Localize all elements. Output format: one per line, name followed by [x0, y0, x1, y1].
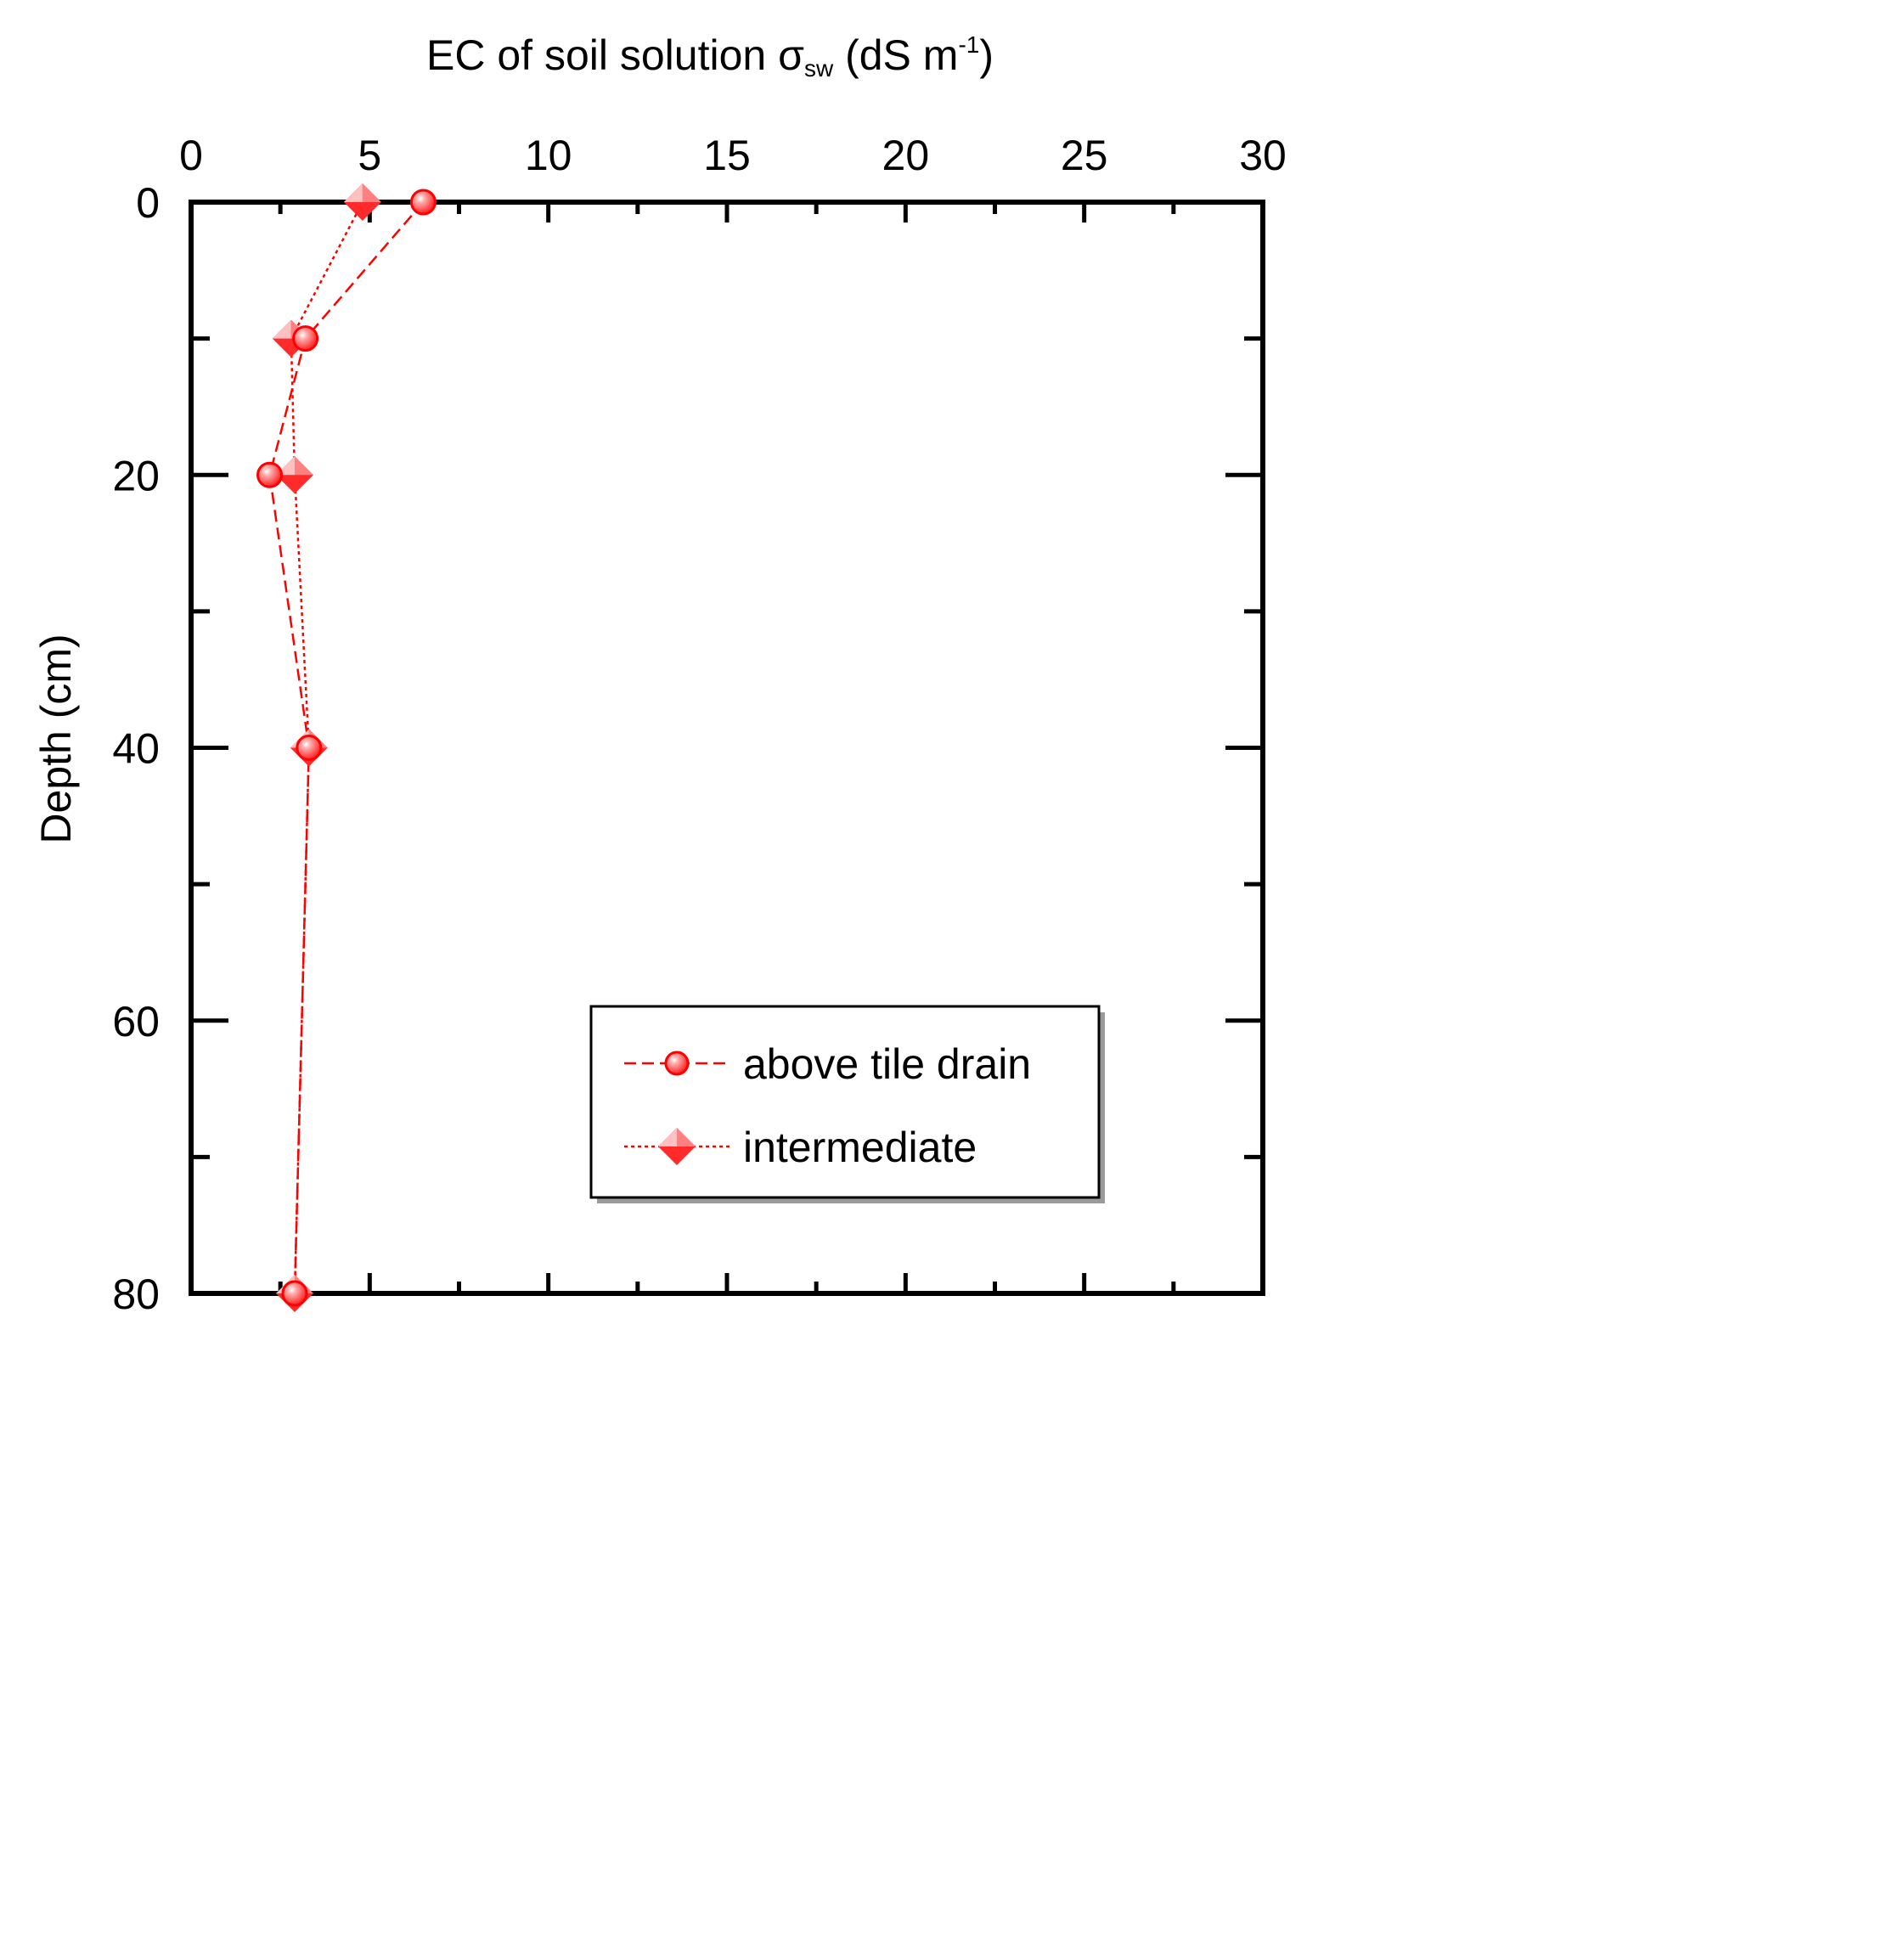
x-tick-label: 0 — [179, 132, 203, 179]
legend-label: intermediate — [743, 1124, 977, 1171]
y-tick-label: 60 — [112, 998, 160, 1045]
circle-marker — [281, 1280, 308, 1307]
series-line-intermediate — [290, 201, 364, 1294]
x-tick-label: 25 — [1061, 132, 1108, 179]
legend-box — [589, 1005, 1101, 1199]
x-tick-label: 5 — [358, 132, 381, 179]
circle-marker — [296, 735, 323, 761]
legend: above tile drain intermediate — [589, 1005, 1105, 1203]
diamond-marker — [343, 183, 381, 221]
x-tick-label: 30 — [1239, 132, 1287, 179]
diamond-shade — [677, 1128, 696, 1147]
x-tick-label: 10 — [525, 132, 572, 179]
diamond-shade — [294, 456, 313, 476]
y-tick-label: 0 — [136, 179, 160, 227]
x-tick-label: 15 — [703, 132, 751, 179]
diamond-highlight — [343, 183, 363, 202]
circle-marker — [664, 1051, 690, 1076]
diamond-shade — [362, 183, 381, 202]
legend-item: intermediate — [624, 1124, 977, 1171]
circle-marker — [256, 461, 284, 488]
y-tick-label: 20 — [112, 452, 160, 499]
y-axis-title: Depth (cm) — [32, 634, 80, 843]
y-tick-label: 40 — [112, 725, 160, 773]
legend-label: above tile drain — [743, 1040, 1031, 1088]
circle-marker — [409, 189, 437, 216]
legend-item: above tile drain — [624, 1040, 1031, 1088]
diamond-marker — [658, 1128, 696, 1165]
circle-marker — [292, 325, 319, 352]
x-tick-label: 20 — [882, 132, 930, 179]
y-tick-label: 80 — [112, 1270, 160, 1318]
ec-depth-chart: EC of soil solution σsw (dS m-1) Depth (… — [32, 31, 1287, 1318]
x-axis-title: EC of soil solution σsw (dS m-1) — [426, 31, 994, 82]
diamond-marker — [275, 456, 313, 494]
diamond-highlight — [658, 1128, 677, 1147]
diamond-highlight — [272, 319, 291, 339]
